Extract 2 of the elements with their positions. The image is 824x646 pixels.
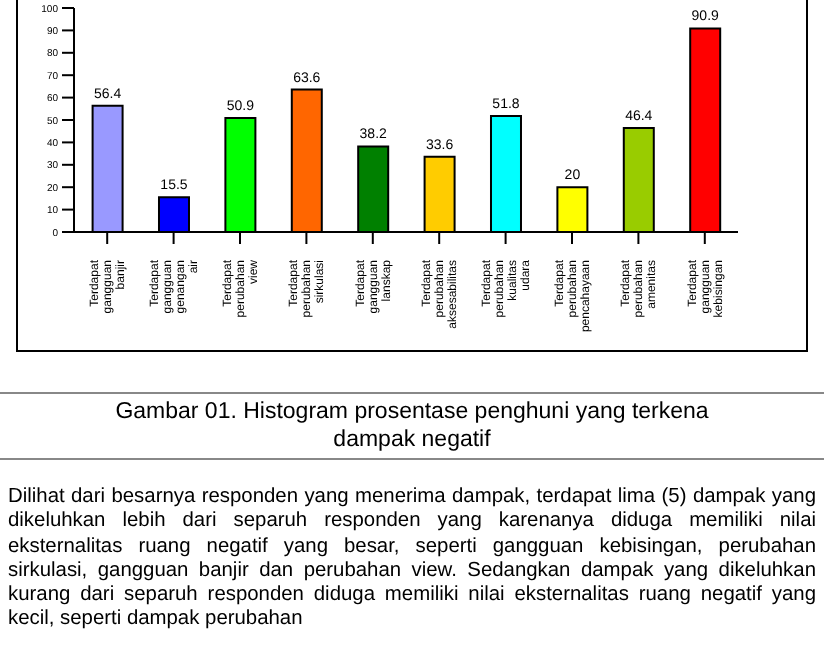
- text: Gambar 01. Histogram prosentase penghuni yang terkena dampak negatif: [0, 392, 824, 460]
- text: Dilihat dari besarnya responden yang menerima dampak, terdapat lima (5) dampak yang dikeluhkan lebih dari separuh responden yang karenanya diduga memiliki nilai eksternalitas ruang negatif yang besar, seperti gangguan kebisingan, perubahan sirkulasi, gangguan banjir dan perubahan view. Sedangkan dampak yang dikeluhkan kurang dari separuh responden diduga memiliki nilai eksternalitas ruang negatif yang kecil, seperti dampak perubahan: [6, 486, 818, 634]
